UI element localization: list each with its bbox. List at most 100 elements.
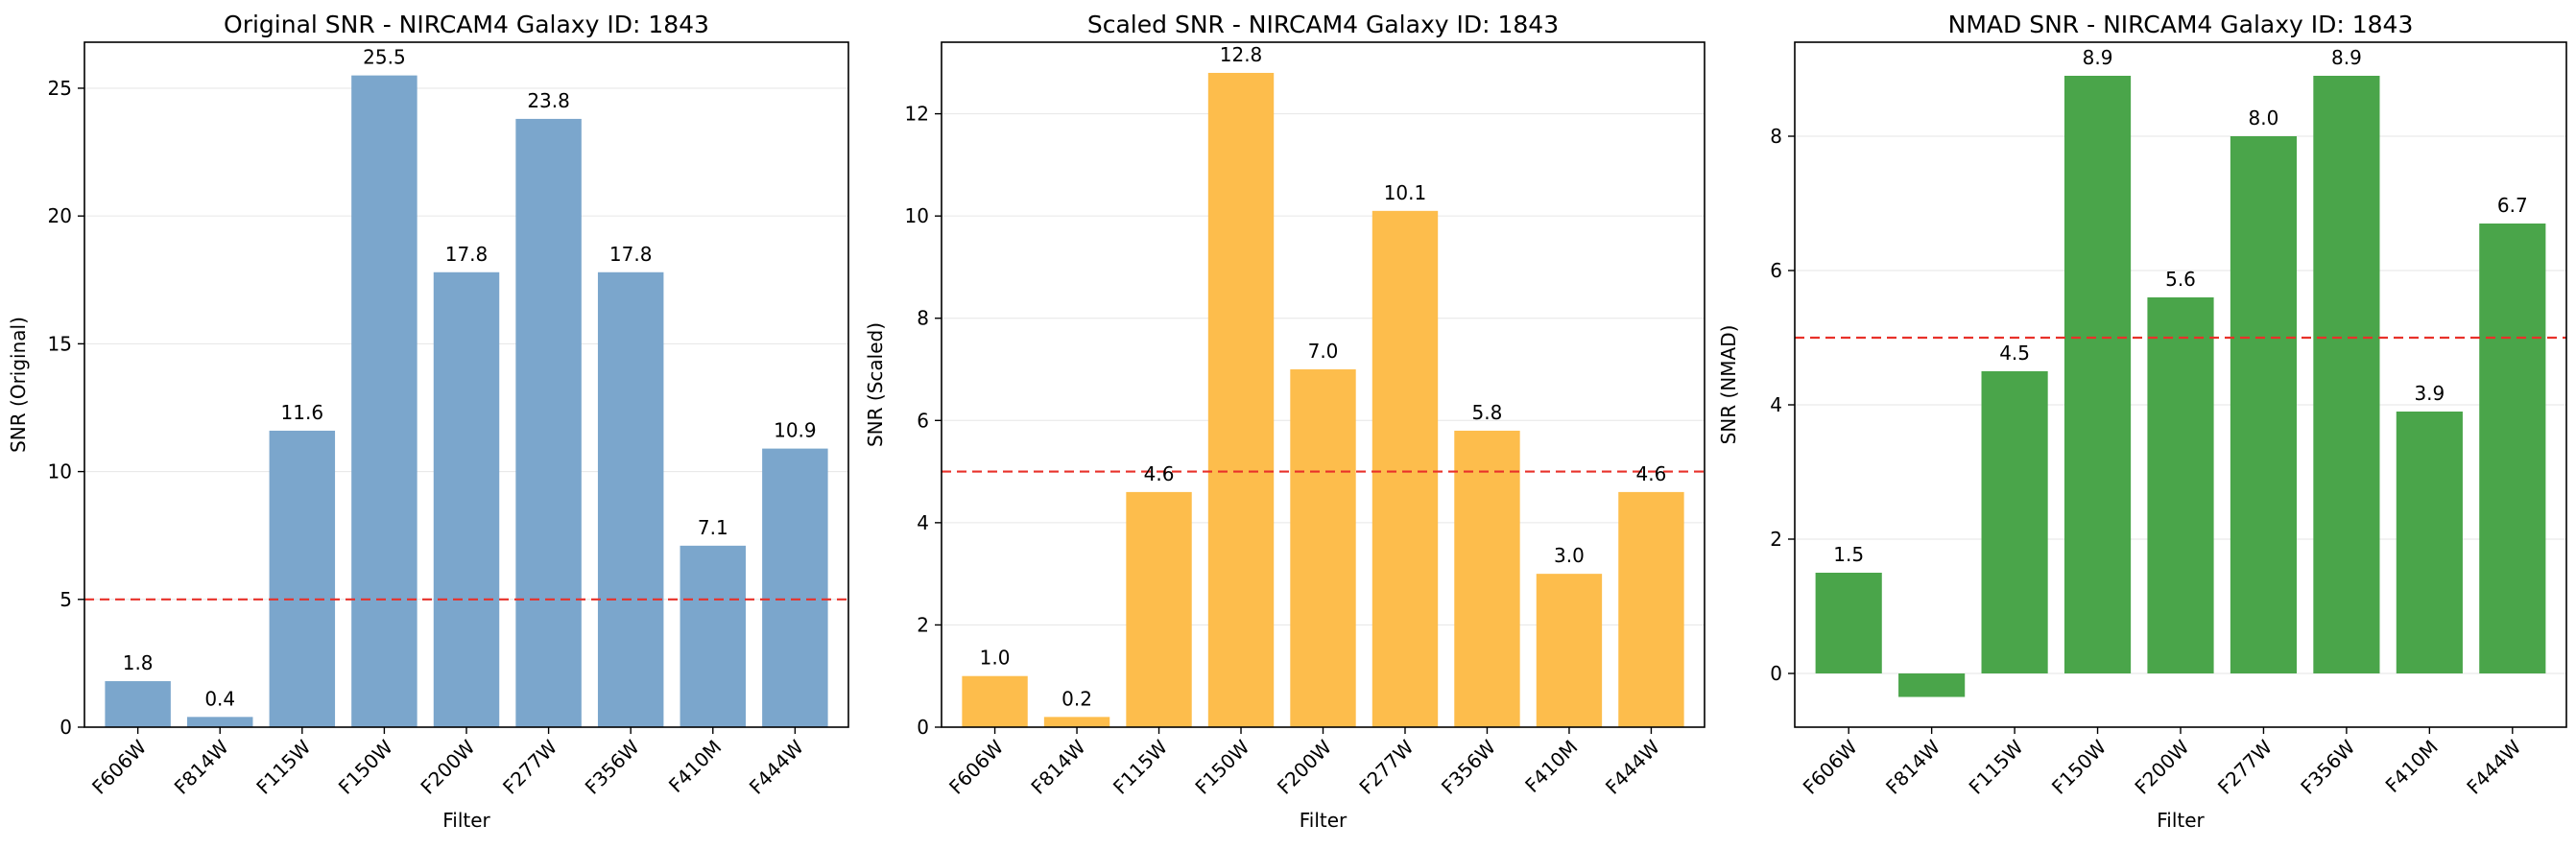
x-tick-label: F150W <box>334 735 397 798</box>
data-label: 5.6 <box>2165 268 2196 291</box>
data-label: 1.0 <box>980 647 1011 670</box>
data-label: 17.8 <box>445 243 489 266</box>
x-tick-label: F200W <box>416 735 479 798</box>
x-tick-label: F606W <box>944 735 1008 798</box>
data-label: 17.8 <box>609 243 653 266</box>
chart-title: Scaled SNR - NIRCAM4 Galaxy ID: 1843 <box>1087 11 1559 38</box>
data-label: 11.6 <box>281 401 324 424</box>
data-label: 5.8 <box>1472 401 1503 424</box>
x-tick-label: F115W <box>251 735 315 798</box>
y-tick-label: 2 <box>917 613 929 636</box>
chart-title: Original SNR - NIRCAM4 Galaxy ID: 1843 <box>224 11 709 38</box>
data-label: 8.0 <box>2249 106 2279 130</box>
x-tick-label: F277W <box>498 735 561 798</box>
y-tick-label: 0 <box>60 716 72 739</box>
data-label: 7.1 <box>698 516 728 539</box>
x-tick-label: F115W <box>1109 735 1172 798</box>
bar-f444w <box>1618 491 1684 727</box>
y-axis-label: SNR (Scaled) <box>864 322 887 447</box>
x-axis-label: Filter <box>1300 809 1348 832</box>
data-label: 4.6 <box>1636 462 1667 485</box>
y-tick-label: 12 <box>905 103 929 126</box>
data-label: 3.9 <box>2414 382 2445 405</box>
y-tick-label: 6 <box>1770 259 1782 282</box>
bar-f115w <box>1981 371 2048 673</box>
x-tick-label: F814W <box>1881 735 1944 798</box>
x-tick-label: F410M <box>664 736 726 797</box>
chart-panel-3: 1.5 4.5 8.9 5.6 8.0 8.9 3.9 6.7 0 2 4 6 8 F606W F814W F… <box>1717 11 2567 832</box>
x-tick-label: F150W <box>2047 735 2111 798</box>
bar-f356w <box>597 271 664 727</box>
data-label: 1.8 <box>123 651 154 674</box>
data-label: 1.5 <box>1833 543 1864 566</box>
y-tick-label: 8 <box>1770 125 1782 148</box>
bar-f606w <box>962 675 1028 727</box>
bar-f814w <box>186 717 253 727</box>
x-tick-label: F814W <box>1027 735 1090 798</box>
bar-f356w <box>2313 76 2380 673</box>
x-tick-label: F200W <box>2130 735 2193 798</box>
chart-panel-2: 1.0 0.2 4.6 12.8 7.0 10.1 5.8 3.0 4.6 0 2 4 6 8 10 12 F6… <box>864 11 1705 832</box>
data-label: 3.0 <box>1554 544 1585 567</box>
bar-f277w <box>1371 210 1439 727</box>
y-tick-label: 0 <box>917 716 929 739</box>
x-tick-label: F356W <box>581 735 644 798</box>
data-label: 25.5 <box>363 46 406 69</box>
y-tick-label: 5 <box>60 588 72 611</box>
y-tick-label: 25 <box>48 77 72 100</box>
bar-f115w <box>1126 491 1192 727</box>
x-tick-label: F356W <box>2296 735 2359 798</box>
y-tick-label: 2 <box>1770 528 1782 551</box>
data-label: 4.5 <box>1999 342 2030 365</box>
bar-f606w <box>1815 573 1882 673</box>
y-axis-label: SNR (NMAD) <box>1717 325 1740 445</box>
bar-f277w <box>2230 136 2298 673</box>
bar-f606w <box>105 681 171 727</box>
data-label: 4.6 <box>1144 462 1175 485</box>
bar-f200w <box>1290 369 1356 727</box>
x-tick-label: F444W <box>1601 735 1664 798</box>
bar-f150w <box>1207 72 1275 727</box>
x-tick-label: F606W <box>87 735 151 798</box>
data-label: 0.4 <box>204 687 235 710</box>
chart-title: NMAD SNR - NIRCAM4 Galaxy ID: 1843 <box>1948 11 2414 38</box>
bar-f444w <box>2479 224 2546 673</box>
bar-f410m <box>1536 574 1603 727</box>
x-tick-label: F814W <box>170 735 233 798</box>
x-tick-label: F150W <box>1190 735 1253 798</box>
data-label: 10.1 <box>1384 181 1427 204</box>
bar-f150w <box>351 75 417 727</box>
data-label: 6.7 <box>2497 194 2528 217</box>
x-axis-label: Filter <box>2157 809 2205 832</box>
y-tick-label: 8 <box>917 307 929 330</box>
bar-f814w <box>1043 717 1110 727</box>
x-tick-label: F115W <box>1965 735 2028 798</box>
x-tick-label: F356W <box>1437 735 1500 798</box>
y-tick-label: 15 <box>48 332 72 355</box>
y-tick-label: 10 <box>48 460 72 483</box>
y-tick-label: 4 <box>1770 393 1782 416</box>
data-label: 12.8 <box>1220 43 1263 66</box>
bar-f814w <box>1898 673 1966 697</box>
x-tick-label: F200W <box>1273 735 1336 798</box>
y-axis-label: SNR (Original) <box>7 317 30 453</box>
bar-f410m <box>680 545 747 727</box>
y-tick-label: 6 <box>917 409 929 432</box>
bar-f356w <box>1454 430 1520 727</box>
x-axis-label: Filter <box>442 809 490 832</box>
y-tick-label: 20 <box>48 204 72 227</box>
bar-f150w <box>2063 76 2132 673</box>
bar-f410m <box>2396 412 2463 673</box>
bar-f277w <box>515 118 582 728</box>
y-tick-label: 10 <box>905 204 929 227</box>
bar-f200w <box>433 271 500 727</box>
bar-f444w <box>762 448 828 727</box>
x-tick-label: F410M <box>2381 736 2443 797</box>
y-tick-label: 0 <box>1770 662 1782 685</box>
y-tick-label: 4 <box>917 511 929 534</box>
bar-f115w <box>269 430 336 727</box>
bar-f200w <box>2147 297 2214 673</box>
chart-panel-1: 1.8 0.4 11.6 25.5 17.8 23.8 17.8 7.1 10.9 0 5 10 15 2… <box>7 11 849 832</box>
